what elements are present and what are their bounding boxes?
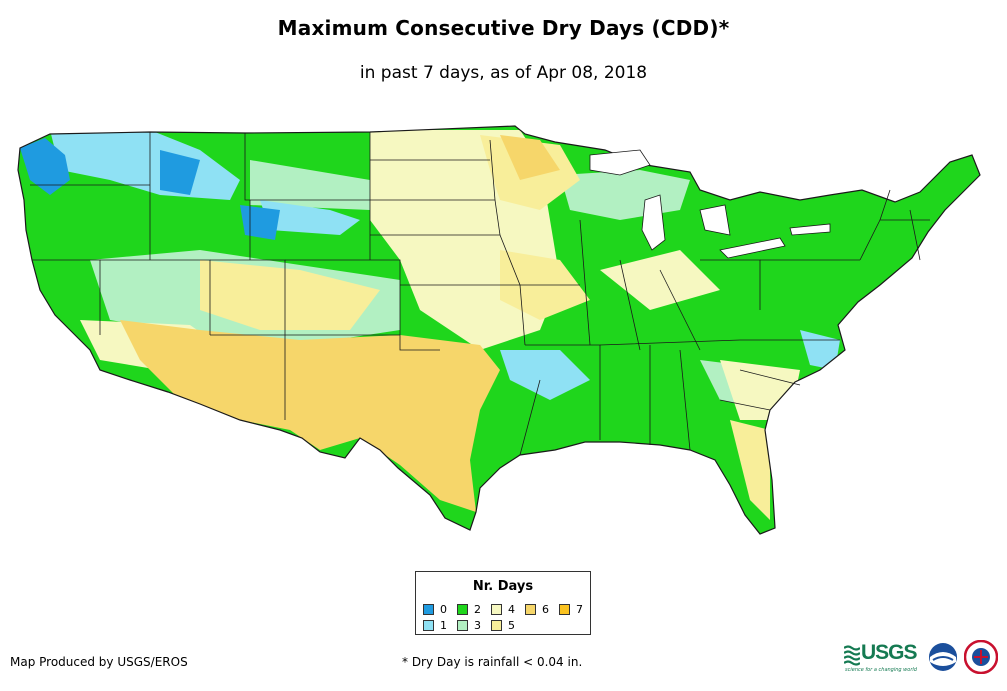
region-6-days	[120, 320, 500, 512]
legend-swatch	[457, 620, 468, 631]
lake-erie	[719, 237, 786, 259]
lake-huron	[699, 204, 731, 236]
legend-label: 6	[542, 603, 549, 616]
region-6-days	[500, 135, 560, 180]
legend-label: 3	[474, 619, 481, 632]
legend-item-1: 1	[423, 619, 447, 632]
legend-label: 7	[576, 603, 583, 616]
nws-logo-icon	[964, 640, 998, 674]
footnote: * Dry Day is rainfall < 0.04 in.	[402, 655, 583, 669]
legend-label: 2	[474, 603, 481, 616]
legend-swatch	[491, 620, 502, 631]
region-4-days	[600, 250, 720, 310]
region-3-days	[250, 160, 370, 210]
legend-label: 5	[508, 619, 515, 632]
legend-item-0: 0	[423, 603, 447, 616]
agency-logos: USGS science for a changing world	[843, 639, 1003, 679]
legend-swatch	[491, 604, 502, 615]
region-0-days	[240, 205, 280, 240]
credit-text: Map Produced by USGS/EROS	[10, 655, 188, 669]
legend-item-6: 6	[525, 603, 549, 616]
legend-item-5: 5	[491, 619, 515, 632]
legend: Nr. Days 0 1 2 3 4 5 6 7	[415, 571, 591, 635]
legend-label: 0	[440, 603, 447, 616]
region-1-day	[260, 200, 360, 235]
region-5-days	[730, 420, 770, 520]
region-0-days	[20, 138, 70, 195]
legend-item-2: 2	[457, 603, 481, 616]
usgs-waves-icon	[844, 645, 860, 666]
region-5-days	[200, 260, 380, 330]
legend-label: 1	[440, 619, 447, 632]
legend-item-3: 3	[457, 619, 481, 632]
us-cdd-map	[0, 120, 1007, 550]
lake-superior	[589, 149, 651, 176]
legend-item-7: 7	[559, 603, 583, 616]
lake-ontario	[789, 223, 831, 236]
legend-title: Nr. Days	[472, 579, 534, 594]
legend-swatch	[525, 604, 536, 615]
region-0-days	[160, 150, 200, 195]
region-1-day	[500, 350, 590, 400]
map-title: Maximum Consecutive Dry Days (CDD)*	[277, 16, 730, 40]
lake-michigan	[641, 194, 666, 251]
noaa-logo-icon	[929, 643, 957, 671]
usgs-logo-text: USGS	[861, 641, 918, 664]
legend-label: 4	[508, 603, 515, 616]
legend-swatch	[559, 604, 570, 615]
legend-swatch	[457, 604, 468, 615]
legend-swatch	[423, 620, 434, 631]
legend-item-4: 4	[491, 603, 515, 616]
map-subtitle: in past 7 days, as of Apr 08, 2018	[359, 63, 648, 83]
legend-swatch	[423, 604, 434, 615]
us-outline	[17, 125, 981, 535]
state-borders	[30, 132, 930, 456]
usgs-tagline: science for a changing world	[845, 667, 917, 673]
